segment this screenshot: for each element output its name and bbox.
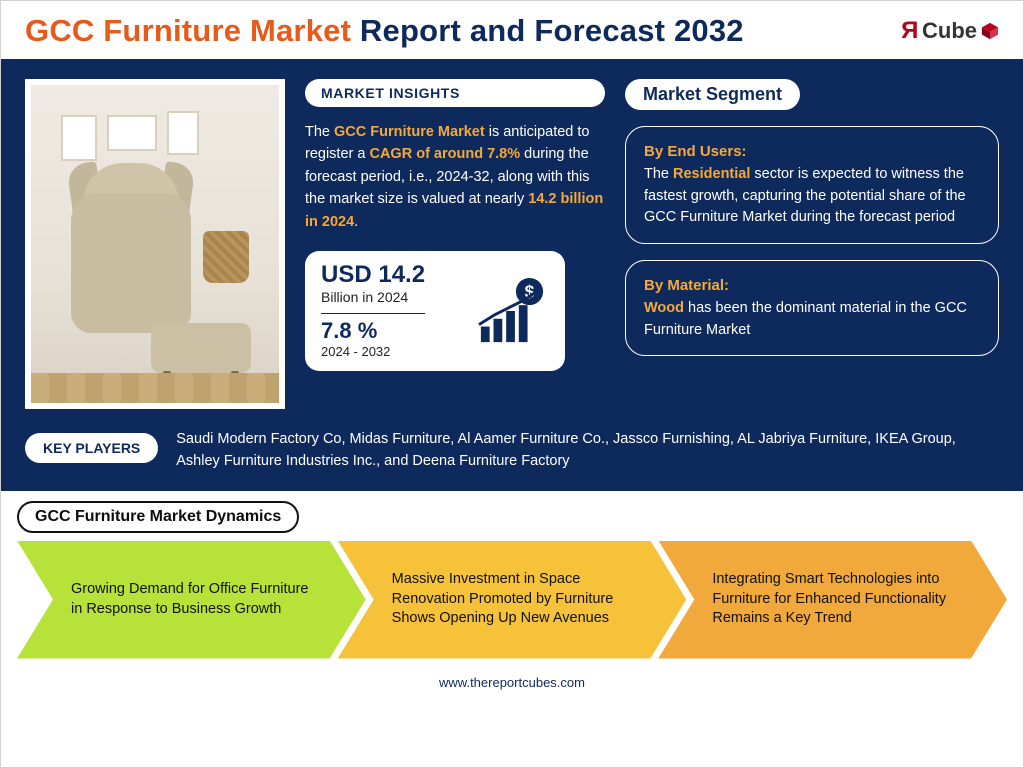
segment-1-lead: By End Users: (644, 143, 747, 160)
key-players-row: KEY PLAYERS Saudi Modern Factory Co, Mid… (1, 423, 1023, 491)
insights-paragraph: The GCC Furniture Market is anticipated … (305, 121, 605, 233)
title-part-1: GCC Furniture Market (25, 13, 351, 48)
insights-label: MARKET INSIGHTS (305, 79, 605, 107)
dynamics-arrow-2: Massive Investment in Space Renovation P… (338, 541, 687, 659)
logo-r-icon: R (901, 17, 918, 45)
dynamics-title: GCC Furniture Market Dynamics (17, 501, 299, 533)
segment-2-lead: By Material: (644, 277, 729, 294)
brand-logo: R Cube (901, 17, 999, 45)
segment-material: By Material: Wood has been the dominant … (625, 260, 999, 356)
segment-column: Market Segment By End Users: The Residen… (625, 79, 999, 409)
key-players-text: Saudi Modern Factory Co, Midas Furniture… (176, 429, 999, 473)
dynamics-section: GCC Furniture Market Dynamics Growing De… (1, 491, 1023, 667)
main-content-band: MARKET INSIGHTS The GCC Furniture Market… (1, 59, 1023, 423)
stat-card: USD 14.2 Billion in 2024 7.8 % 2024 - 20… (305, 251, 565, 371)
stat-market-size: USD 14.2 (321, 263, 425, 287)
segment-title-pill: Market Segment (625, 79, 800, 110)
stat-market-sub: Billion in 2024 (321, 289, 425, 305)
dynamics-arrow-1: Growing Demand for Office Furniture in R… (17, 541, 366, 659)
stat-values: USD 14.2 Billion in 2024 7.8 % 2024 - 20… (321, 263, 425, 359)
hero-image (25, 79, 285, 409)
title-part-2: Report and Forecast 2032 (351, 13, 744, 48)
insights-column: MARKET INSIGHTS The GCC Furniture Market… (305, 79, 605, 409)
header: GCC Furniture Market Report and Forecast… (1, 1, 1023, 59)
page-title: GCC Furniture Market Report and Forecast… (25, 13, 744, 49)
cube-icon (981, 22, 999, 40)
stat-divider (321, 313, 425, 314)
growth-chart-icon: $ (473, 276, 551, 346)
segment-title: Market Segment (643, 84, 782, 104)
stat-period: 2024 - 2032 (321, 344, 425, 359)
logo-text: Cube (922, 18, 977, 44)
stat-cagr: 7.8 % (321, 320, 425, 342)
dynamics-arrow-3: Integrating Smart Technologies into Furn… (658, 541, 1007, 659)
footer-url: www.thereportcubes.com (1, 667, 1023, 700)
key-players-label: KEY PLAYERS (25, 433, 158, 463)
segment-end-users: By End Users: The Residential sector is … (625, 126, 999, 244)
dynamics-arrows: Growing Demand for Office Furniture in R… (17, 541, 1007, 659)
